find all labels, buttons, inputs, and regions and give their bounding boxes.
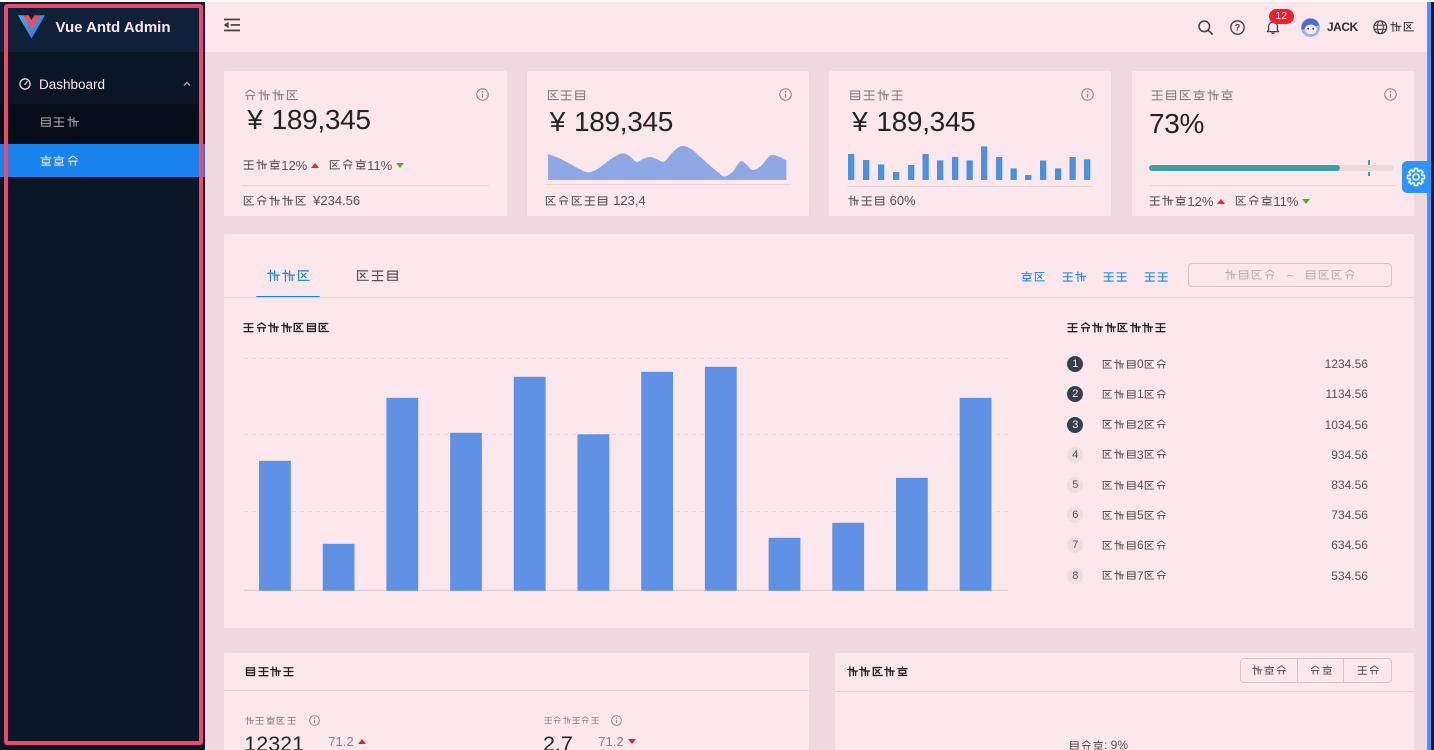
svg-text:?: ? bbox=[1235, 22, 1241, 32]
